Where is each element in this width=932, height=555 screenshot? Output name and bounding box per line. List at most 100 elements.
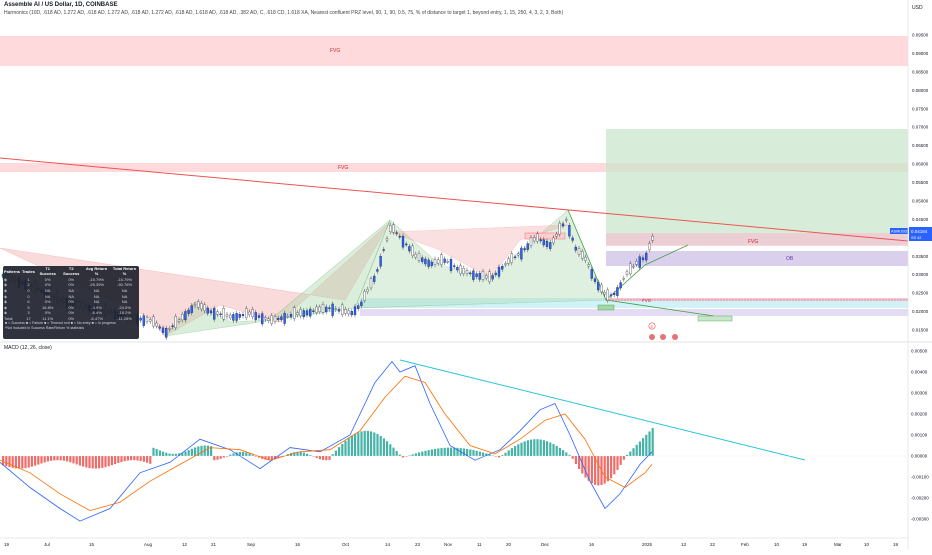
candle-body xyxy=(417,253,421,261)
price-tick-label: 0.08500 xyxy=(912,69,929,74)
macd-trendline[interactable] xyxy=(399,359,806,461)
macd-hist-bar xyxy=(5,456,8,467)
date-tick-label: 20 xyxy=(506,542,512,547)
macd-hist-bar xyxy=(526,440,529,456)
macd-hist-bar xyxy=(181,452,184,456)
macd-hist-bar xyxy=(174,453,177,456)
candle-body xyxy=(254,312,257,320)
macd-hist-bar xyxy=(200,445,203,456)
macd-hist-bar xyxy=(482,452,485,456)
macd-hist-bar xyxy=(107,456,110,467)
candle-body xyxy=(478,273,481,280)
macd-hist-bar xyxy=(411,454,414,456)
stats-cell: 0 xyxy=(27,293,30,299)
macd-hist-bar xyxy=(277,456,280,459)
candle-body xyxy=(309,308,312,317)
candle-body xyxy=(526,243,529,250)
candle-body xyxy=(190,305,193,313)
candle-body xyxy=(197,301,200,308)
macd-hist-bar xyxy=(344,440,347,456)
candle-body xyxy=(206,307,209,314)
resistance-trendline[interactable] xyxy=(0,157,909,242)
macd-hist-bar xyxy=(82,456,85,467)
stats-header-row: Patterns Trades T1 Success T2 Success Av… xyxy=(3,266,139,277)
macd-hist-bar xyxy=(594,456,597,485)
macd-hist-bar xyxy=(446,447,449,456)
macd-hist-bar xyxy=(302,452,305,456)
time-axis[interactable]: 19 Jul 15 Aug 12 21 Sep 16 Oct 14 23 Nov 11 20 Dec 16 20… xyxy=(4,542,899,547)
candle-body xyxy=(209,310,213,314)
stats-cell: Total xyxy=(4,316,13,322)
date-tick-label: Feb xyxy=(741,542,749,547)
macd-hist-bar xyxy=(114,456,117,465)
macd-hist-bar xyxy=(120,456,123,462)
macd-hist-bar xyxy=(312,456,315,457)
candle-body xyxy=(392,224,395,233)
pattern-icon: ◈ xyxy=(4,310,8,316)
candle-body xyxy=(481,271,485,280)
candle-body xyxy=(334,308,337,310)
chart-title: Assemble AI / US Dollar, 1D, COINBASE xyxy=(4,2,118,8)
stats-header-cell: Patterns xyxy=(4,268,21,274)
candle-body xyxy=(379,256,382,267)
candle-body xyxy=(648,243,651,250)
stats-cell: 0% xyxy=(44,282,51,288)
support-zone-cyan xyxy=(360,298,908,308)
pattern-icon: ◈ xyxy=(4,276,8,282)
macd-hist-bar xyxy=(530,439,533,456)
stats-cell: NA xyxy=(93,293,100,299)
macd-hist-bar xyxy=(376,434,379,456)
macd-hist-bar xyxy=(558,447,561,456)
indicator-settings[interactable]: Harmonics (10D, .618 AD, 1.272 AD, .618 … xyxy=(4,10,564,16)
macd-hist-bar xyxy=(523,441,526,456)
macd-hist-bar xyxy=(318,456,321,460)
macd-hist-bar xyxy=(587,456,590,481)
macd-hist-bar xyxy=(434,448,437,456)
candle-body xyxy=(449,259,453,272)
macd-hist-bar xyxy=(626,454,629,456)
candle-body xyxy=(494,272,497,275)
candle-body xyxy=(382,249,385,251)
macd-hist-bar xyxy=(638,441,641,456)
event-marker[interactable] xyxy=(648,322,656,330)
macd-hist-bar xyxy=(338,447,341,456)
flag-icon[interactable] xyxy=(660,334,666,340)
stats-cell: 0% xyxy=(68,299,75,305)
stats-row: ◈ 6 0% 0% NA NA xyxy=(3,299,139,305)
date-tick-label: 23 xyxy=(415,542,421,547)
macd-hist-bar xyxy=(350,435,353,456)
candle-body xyxy=(433,258,437,265)
candle-body xyxy=(641,257,645,260)
candle-body xyxy=(385,238,389,241)
price-tick-label: 0.07000 xyxy=(912,125,929,130)
stats-cell: NA xyxy=(121,288,128,294)
candle-body xyxy=(513,256,517,259)
flag-icon[interactable] xyxy=(649,334,655,340)
macd-hist-bar xyxy=(389,444,392,456)
macd-hist-bar xyxy=(370,431,373,456)
current-price-label: 0.04184 xyxy=(911,229,928,234)
candle-body xyxy=(174,316,177,328)
fvg-zone-top xyxy=(0,36,908,66)
macd-hist-bar xyxy=(597,456,600,486)
fvg-label-top: FVG xyxy=(330,48,340,54)
macd-hist-bar xyxy=(469,449,472,456)
macd-hist-bar xyxy=(363,430,366,456)
macd-hist-bar xyxy=(184,451,187,456)
candle-body xyxy=(453,265,456,267)
stats-cell: 0% xyxy=(44,310,51,316)
macd-hist-bar xyxy=(542,440,545,456)
flag-icon[interactable] xyxy=(672,334,678,340)
date-tick-label: 16 xyxy=(295,542,301,547)
macd-hist-bar xyxy=(11,456,14,468)
macd-indicator-label[interactable]: MACD (12, 26, close) xyxy=(4,345,52,351)
macd-tick-label: 0.00300 xyxy=(911,391,928,396)
price-axis[interactable]: 0.09500 0.09000 0.08500 0.08000 0.07500 0.070… xyxy=(912,33,929,333)
macd-hist-bar xyxy=(162,451,165,456)
stats-cell: NA xyxy=(68,288,74,294)
macd-axis[interactable]: 0.00500 0.00400 0.00300 0.00200 0.00100 0.000… xyxy=(911,349,929,522)
price-tick-label: 0.09500 xyxy=(912,33,929,38)
lower-fvg-band xyxy=(606,298,908,301)
stats-row: ◈ 3 0% 0% -6.4% -19.2% xyxy=(3,310,139,316)
